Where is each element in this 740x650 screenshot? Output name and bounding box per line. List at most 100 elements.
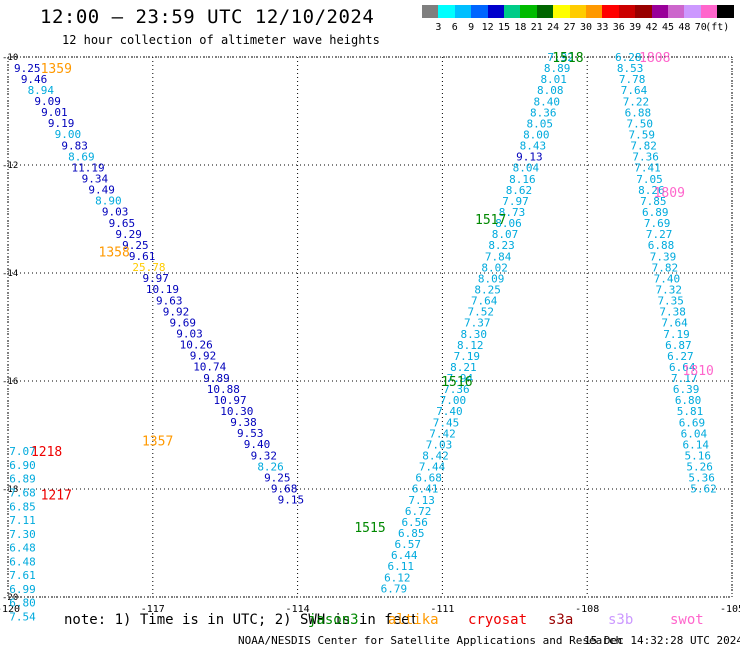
chart-title: 12:00 – 23:59 UTC 12/10/2024 <box>40 6 375 28</box>
legend-swatch <box>586 5 603 18</box>
wave-height-value: 7.07 <box>9 445 36 458</box>
legend-label: 45 <box>661 22 675 33</box>
pass-number-label: 1358 <box>99 245 130 260</box>
wave-height-value: 6.89 <box>642 206 669 219</box>
wave-height-value: 7.32 <box>656 283 683 296</box>
wave-height-value: 7.37 <box>464 317 491 330</box>
wave-height-value: 9.65 <box>109 217 136 230</box>
wave-height-value: 7.41 <box>634 162 661 175</box>
wave-height-value: 7.38 <box>659 306 686 319</box>
wave-height-value: 8.12 <box>457 339 484 352</box>
wave-height-value: 6.90 <box>9 459 36 472</box>
legend-swatch <box>700 5 718 18</box>
satellite-label-swot: swot <box>670 612 704 628</box>
wave-height-value: 6.64 <box>669 361 696 374</box>
pass-number-label: 1359 <box>41 62 72 77</box>
wave-height-value: 7.64 <box>621 84 648 97</box>
wave-height-value: 8.43 <box>520 140 547 153</box>
legend-swatch <box>536 5 554 18</box>
wave-height-value: 7.36 <box>443 383 470 396</box>
legend-swatch <box>602 5 620 18</box>
pass-number-label: 1517 <box>475 213 506 228</box>
wave-height-value: 6.80 <box>675 394 702 407</box>
wave-height-value: 6.27 <box>667 350 694 363</box>
legend-swatch <box>651 5 669 18</box>
wave-height-value: 5.26 <box>686 461 713 474</box>
wave-height-value: 9.53 <box>237 427 264 440</box>
lat-tick-label: -14 <box>2 269 18 279</box>
wave-height-value: 7.40 <box>654 272 681 285</box>
wave-height-value: 8.04 <box>513 162 540 175</box>
legend-label: 24 <box>547 22 560 33</box>
legend-swatch <box>635 5 653 18</box>
legend-label: 18 <box>514 22 527 33</box>
wave-height-value: 8.30 <box>461 328 488 341</box>
legend-label: 48 <box>678 22 691 33</box>
wave-height-value: 9.68 <box>271 482 298 495</box>
wave-height-value: 6.88 <box>648 239 675 252</box>
wave-height-value: 7.17 <box>671 372 698 385</box>
legend-label: 15 <box>497 22 511 33</box>
wave-height-value: 6.57 <box>394 538 421 551</box>
wave-height-value: 9.63 <box>156 294 183 307</box>
wave-height-value: 8.07 <box>492 228 519 241</box>
wave-height-value: 7.54 <box>9 610 36 623</box>
pass-number-label: 1357 <box>142 434 173 449</box>
wave-height-value: 9.03 <box>102 206 129 219</box>
pass-number-label: 1518 <box>552 51 583 66</box>
wave-height-value: 8.94 <box>28 84 55 97</box>
wave-height-value: 8.26 <box>257 460 284 473</box>
lat-tick-label: -18 <box>2 485 18 495</box>
legend-label: 36 <box>612 22 625 33</box>
legend-swatch <box>553 5 571 18</box>
wave-height-value: 6.11 <box>388 560 415 573</box>
wave-height-value: 9.00 <box>55 128 82 141</box>
wave-height-value: 10.30 <box>220 405 253 418</box>
wave-height-value: 9.40 <box>244 438 271 451</box>
wave-height-value: 6.79 <box>381 582 408 595</box>
wave-height-value: 8.73 <box>499 206 526 219</box>
wave-height-value: 8.21 <box>450 361 477 374</box>
wave-height-value: 7.35 <box>657 295 684 308</box>
wave-height-value: 7.19 <box>663 328 690 341</box>
wave-height-value: 10.74 <box>193 361 226 374</box>
wave-height-value: 6.44 <box>391 549 418 562</box>
wave-height-value: 7.59 <box>628 128 655 141</box>
legend-swatch <box>454 5 472 18</box>
wave-height-value: 6.69 <box>679 416 706 429</box>
wave-height-value: 8.06 <box>495 217 522 230</box>
lat-tick-label: -16 <box>2 377 18 387</box>
wave-height-value: 8.26 <box>638 184 665 197</box>
wave-height-value: 9.83 <box>61 139 88 152</box>
map-frame <box>7 56 733 598</box>
legend-swatch <box>668 5 685 18</box>
wave-height-value: 6.41 <box>412 483 439 496</box>
wave-height-value: 7.69 <box>644 217 671 230</box>
credit-line: NOAA/NESDIS Center for Satellite Applica… <box>238 634 623 647</box>
wave-height-value: 7.19 <box>454 350 481 363</box>
wave-height-value: 8.23 <box>488 239 515 252</box>
pass-number-label: 1516 <box>441 375 472 390</box>
wave-height-value: 6.85 <box>9 500 36 513</box>
lat-tick-label: -12 <box>2 161 18 171</box>
wave-height-value: 9.15 <box>278 494 305 507</box>
wave-height-value: 7.22 <box>623 95 650 108</box>
wave-height-value: 6.85 <box>398 527 425 540</box>
lon-tick-label: -108 <box>575 604 599 615</box>
wave-height-value: 7.11 <box>9 514 36 527</box>
wave-height-value: 7.40 <box>436 405 463 418</box>
wave-height-value: 7.45 <box>433 416 460 429</box>
legend-label: 39 <box>629 22 642 33</box>
wave-height-value: 8.89 <box>544 62 571 75</box>
legend-label: 9 <box>468 22 475 33</box>
wave-height-value: 6.80 <box>9 597 36 610</box>
wave-height-value: 7.36 <box>632 151 659 164</box>
lon-tick-label: -105 <box>720 604 740 615</box>
legend-swatch <box>684 5 702 18</box>
legend-swatch <box>487 5 505 18</box>
legend-label: 3 <box>435 22 442 33</box>
wave-height-value: 9.03 <box>176 327 203 340</box>
wave-height-value: 10.97 <box>213 394 246 407</box>
timestamp: 15 Dec 14:32:28 UTC 2024 <box>584 634 740 647</box>
